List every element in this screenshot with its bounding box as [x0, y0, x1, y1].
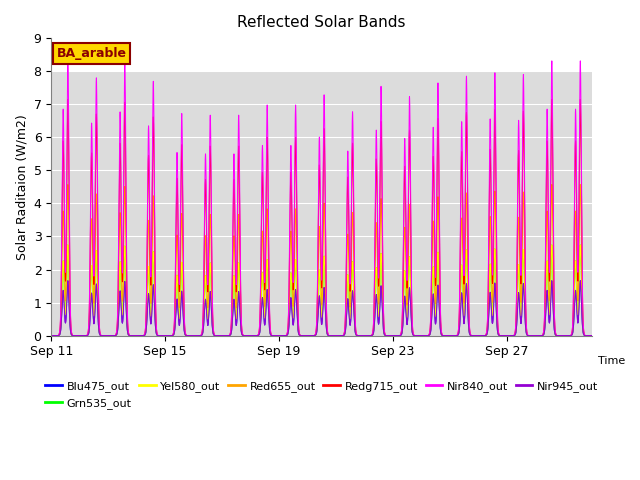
- Yel580_out: [179, 265, 186, 271]
- Blu475_out: [550, 325, 558, 331]
- Text: Time: Time: [598, 357, 625, 366]
- Nir945_out: [370, 329, 378, 335]
- Line: Yel580_out: Yel580_out: [51, 245, 592, 336]
- Yel580_out: [548, 242, 556, 248]
- Red655_out: [370, 324, 378, 329]
- Red655_out: [161, 333, 169, 338]
- Blu475_out: [548, 278, 556, 284]
- Red655_out: [234, 248, 241, 253]
- Nir840_out: [179, 128, 186, 133]
- Yel580_out: [544, 266, 552, 272]
- Grn535_out: [161, 333, 169, 338]
- Legend: Blu475_out, Grn535_out, Yel580_out, Red655_out, Redg715_out, Nir840_out, Nir945_: Blu475_out, Grn535_out, Yel580_out, Red6…: [41, 377, 603, 413]
- Yel580_out: [588, 333, 596, 338]
- Blu475_out: [47, 333, 55, 338]
- Red655_out: [179, 220, 186, 226]
- Grn535_out: [544, 266, 552, 272]
- Yel580_out: [161, 333, 169, 338]
- Red655_out: [588, 333, 596, 338]
- Red655_out: [544, 221, 552, 227]
- Nir945_out: [47, 333, 55, 338]
- Nir945_out: [548, 278, 556, 284]
- Line: Blu475_out: Blu475_out: [51, 281, 592, 336]
- Line: Grn535_out: Grn535_out: [51, 245, 592, 336]
- Nir840_out: [544, 130, 552, 135]
- Nir840_out: [370, 316, 378, 322]
- Nir840_out: [550, 295, 558, 300]
- Redg715_out: [370, 318, 378, 324]
- Grn535_out: [181, 330, 189, 336]
- Y-axis label: Solar Raditaion (W/m2): Solar Raditaion (W/m2): [15, 114, 28, 260]
- Grn535_out: [234, 282, 241, 288]
- Grn535_out: [548, 242, 556, 248]
- Redg715_out: [548, 96, 556, 102]
- Nir945_out: [161, 333, 169, 338]
- Redg715_out: [181, 325, 189, 331]
- Nir945_out: [234, 302, 241, 308]
- Blu475_out: [179, 292, 186, 298]
- Text: BA_arable: BA_arable: [57, 47, 127, 60]
- Nir945_out: [179, 292, 186, 298]
- Redg715_out: [550, 300, 558, 306]
- Line: Red655_out: Red655_out: [51, 184, 592, 336]
- Blu475_out: [161, 333, 169, 338]
- Grn535_out: [550, 320, 558, 326]
- Yel580_out: [47, 333, 55, 338]
- Redg715_out: [161, 333, 169, 338]
- Nir840_out: [181, 324, 189, 330]
- Nir945_out: [588, 333, 596, 338]
- Yel580_out: [370, 327, 378, 333]
- Blu475_out: [234, 302, 241, 308]
- Grn535_out: [588, 333, 596, 338]
- Red655_out: [181, 328, 189, 334]
- Blu475_out: [181, 331, 189, 337]
- Blu475_out: [588, 333, 596, 338]
- Nir840_out: [47, 333, 55, 338]
- Grn535_out: [47, 333, 55, 338]
- Redg715_out: [588, 333, 596, 338]
- Redg715_out: [234, 199, 241, 205]
- Red655_out: [550, 312, 558, 317]
- Bar: [51, 71, 592, 336]
- Line: Redg715_out: Redg715_out: [51, 99, 592, 336]
- Nir945_out: [550, 325, 558, 331]
- Line: Nir840_out: Nir840_out: [51, 61, 592, 336]
- Red655_out: [548, 181, 556, 187]
- Blu475_out: [544, 292, 552, 298]
- Nir840_out: [588, 333, 596, 338]
- Nir945_out: [181, 331, 189, 337]
- Nir945_out: [544, 292, 552, 298]
- Line: Nir945_out: Nir945_out: [51, 281, 592, 336]
- Yel580_out: [181, 330, 189, 336]
- Blu475_out: [370, 329, 378, 335]
- Nir840_out: [234, 178, 241, 183]
- Grn535_out: [370, 327, 378, 333]
- Nir840_out: [548, 58, 556, 64]
- Red655_out: [47, 333, 55, 338]
- Yel580_out: [234, 282, 241, 288]
- Yel580_out: [550, 320, 558, 326]
- Nir840_out: [161, 333, 169, 338]
- Redg715_out: [544, 158, 552, 164]
- Redg715_out: [179, 156, 186, 162]
- Title: Reflected Solar Bands: Reflected Solar Bands: [237, 15, 406, 30]
- Grn535_out: [179, 265, 186, 271]
- Redg715_out: [47, 333, 55, 338]
